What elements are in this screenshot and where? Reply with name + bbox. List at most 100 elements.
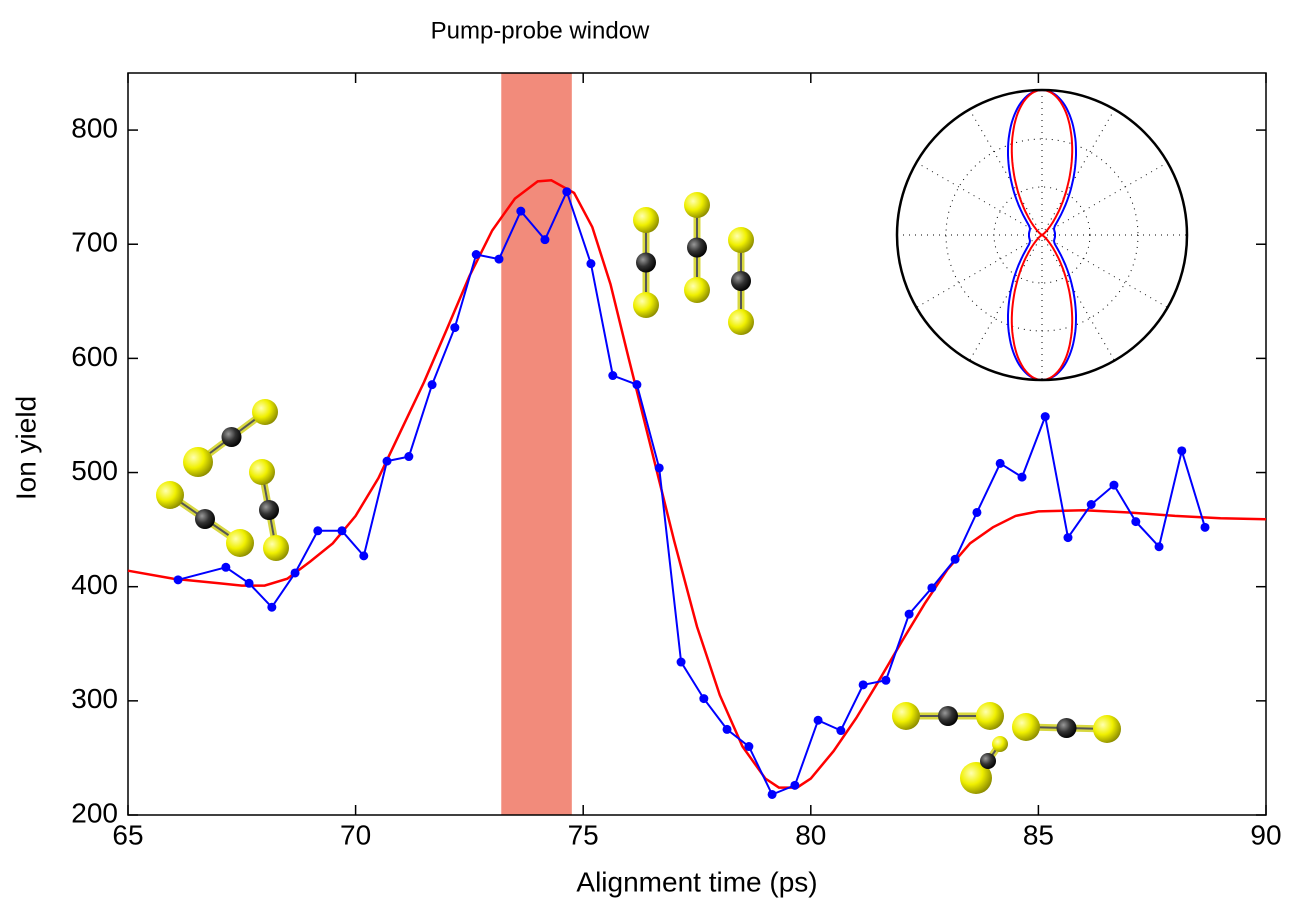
data-point — [767, 789, 777, 799]
data-point — [1109, 480, 1119, 490]
data-point — [1131, 517, 1141, 527]
inset-grid — [969, 109, 1115, 361]
data-point — [562, 187, 572, 197]
x-tick-label: 90 — [1250, 819, 1281, 850]
carbon-atom — [636, 252, 656, 273]
data-point — [516, 206, 526, 216]
sulfur-atom — [263, 535, 289, 561]
data-point — [813, 715, 823, 725]
data-point — [904, 609, 914, 619]
data-point — [699, 694, 709, 704]
x-tick-label: 70 — [340, 819, 371, 850]
data-point — [427, 380, 437, 390]
data-point — [1063, 533, 1073, 543]
molecule — [183, 399, 278, 477]
y-tick-label: 200 — [71, 797, 118, 828]
sulfur-atom — [960, 762, 992, 794]
carbon-atom — [938, 706, 958, 726]
y-tick-label: 400 — [71, 569, 118, 600]
data-point — [1154, 542, 1164, 552]
sulfur-atom — [633, 207, 659, 233]
data-point — [494, 254, 504, 264]
data-point — [221, 562, 231, 572]
data-point — [790, 780, 800, 790]
data-point — [1200, 522, 1210, 532]
data-point — [676, 657, 686, 667]
data-point — [267, 602, 277, 612]
inset-grid — [969, 109, 1115, 361]
sulfur-atom — [976, 702, 1004, 730]
data-point — [881, 675, 891, 685]
molecule — [249, 459, 289, 561]
data-point — [836, 726, 846, 736]
data-point — [244, 578, 254, 588]
data-point — [450, 323, 460, 333]
data-point — [290, 568, 300, 578]
data-point — [471, 250, 481, 260]
y-tick-label: 800 — [71, 112, 118, 143]
pump-probe-window — [501, 73, 572, 815]
inset-frame — [895, 88, 1189, 382]
molecule — [960, 736, 1008, 794]
data-point — [382, 456, 392, 466]
data-point — [1040, 412, 1050, 422]
sulfur-atom — [249, 459, 275, 485]
sulfur-atom — [633, 292, 659, 318]
molecule — [1012, 713, 1121, 743]
carbon-atom — [195, 509, 215, 529]
plot-frame — [127, 72, 1267, 816]
data-point — [1177, 446, 1187, 456]
y-tick-label: 300 — [71, 683, 118, 714]
data-point — [359, 551, 369, 561]
data-point — [1017, 472, 1027, 482]
molecule — [728, 227, 754, 335]
carbon-atom — [687, 237, 707, 258]
molecule — [156, 481, 254, 557]
x-tick-label: 85 — [1023, 819, 1054, 850]
sulfur-atom — [892, 702, 920, 730]
data-point — [858, 680, 868, 690]
sulfur-atom — [183, 447, 213, 477]
y-axis-label: Ion yield — [10, 396, 41, 500]
x-axis-label: Alignment time (ps) — [576, 866, 817, 897]
sulfur-atom — [226, 529, 254, 557]
molecule — [633, 207, 659, 318]
molecule — [892, 702, 1004, 730]
data-point — [404, 452, 414, 462]
y-tick-label: 500 — [71, 455, 118, 486]
x-tick-label: 65 — [112, 819, 143, 850]
sulfur-atom — [728, 227, 754, 253]
data-point — [173, 575, 183, 585]
plot-layer — [127, 179, 1267, 799]
sulfur-atom — [156, 481, 184, 509]
data-point — [313, 526, 323, 536]
sulfur-atom — [728, 309, 754, 335]
data-point — [586, 259, 596, 269]
annotation: Pump-probe window — [431, 17, 650, 44]
carbon-atom — [259, 500, 279, 520]
y-tick-label: 700 — [71, 227, 118, 258]
data-point — [950, 554, 960, 564]
data-point — [722, 724, 732, 734]
molecule — [684, 192, 710, 303]
sulfur-atom — [1012, 713, 1040, 741]
data-point — [1086, 500, 1096, 510]
data-point — [608, 371, 618, 381]
carbon-atom — [731, 271, 751, 291]
sulfur-atom — [992, 736, 1008, 752]
sulfur-atom — [684, 277, 710, 303]
illustrations — [156, 88, 1189, 794]
y-tick-label: 600 — [71, 341, 118, 372]
sulfur-atom — [1093, 715, 1121, 743]
data-point — [744, 742, 754, 752]
x-tick-label: 80 — [795, 819, 826, 850]
background-layer: 65 70 75 80 85 90 200 300 400 500 600 700 800 — [71, 72, 1282, 850]
carbon-atom — [1056, 718, 1077, 738]
sulfur-atom — [684, 192, 710, 218]
sulfur-atom — [252, 399, 278, 425]
carbon-atom — [980, 753, 996, 769]
carbon-atom — [221, 427, 242, 447]
data-point — [995, 458, 1005, 468]
data-point — [927, 583, 937, 593]
